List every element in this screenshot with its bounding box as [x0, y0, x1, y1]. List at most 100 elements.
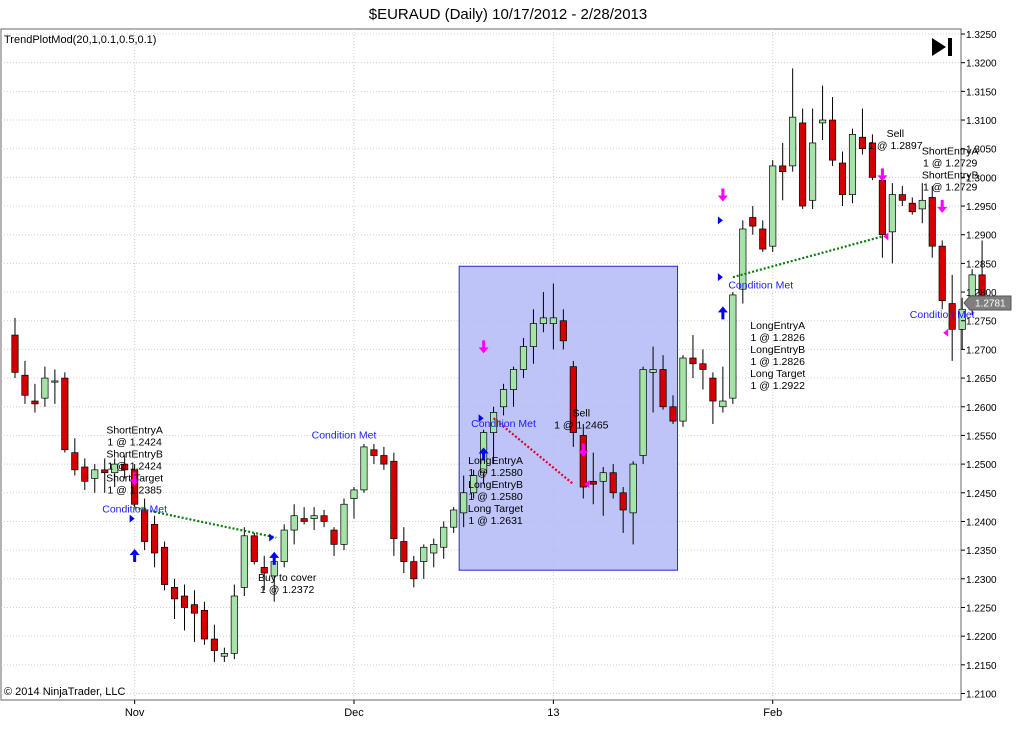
- candle: [121, 455, 129, 479]
- candle: [91, 464, 99, 493]
- candle: [669, 395, 677, 424]
- candle-body-down: [898, 194, 906, 201]
- annotation-line: 1 @ 1.2826: [750, 356, 805, 368]
- trade-annotation: Sell 1 @ 1.2897: [868, 128, 923, 152]
- y-tick-label: 1.3050: [966, 145, 997, 156]
- candle-body-up: [918, 199, 926, 210]
- candle: [200, 601, 208, 645]
- candle: [21, 360, 29, 404]
- entry-marker-icon: [269, 533, 275, 542]
- trade-annotation: Condition Met: [728, 280, 793, 292]
- annotation-line: Buy to cover: [258, 572, 317, 584]
- candle-body-up: [460, 492, 468, 514]
- candle-body-up: [769, 165, 777, 247]
- candle-body-down: [838, 162, 847, 195]
- scroll-to-end-icon[interactable]: [928, 34, 956, 60]
- candle: [360, 444, 368, 493]
- long-signal-arrow-icon: [717, 306, 728, 320]
- candle: [290, 504, 298, 545]
- candle-body-down: [868, 142, 876, 178]
- trade-annotation: ShortEntryA 1 @ 1.2729 ShortEntryB 1 @ 1.27…: [922, 145, 979, 193]
- candle-body-up: [719, 400, 727, 408]
- candle-body-down: [779, 165, 787, 172]
- short-signal-arrow-icon: [478, 340, 489, 354]
- candle: [330, 527, 338, 556]
- candle: [779, 142, 787, 201]
- candle: [848, 128, 857, 204]
- x-axis: Nov Dec 13 Feb: [125, 700, 782, 719]
- candle: [260, 555, 268, 591]
- candle: [838, 151, 847, 207]
- candle-body-down: [320, 515, 328, 522]
- candle-body-down: [948, 303, 956, 330]
- annotation-line: ShortEntryB: [922, 169, 979, 181]
- candle-body-up: [739, 228, 747, 290]
- candle-body-down: [31, 400, 39, 405]
- y-tick-label: 1.2100: [966, 690, 997, 701]
- candle: [789, 68, 797, 172]
- candle: [679, 355, 687, 427]
- trade-annotation: LongEntryA 1 @ 1.2826 LongEntryB 1 @ 1.2826…: [750, 320, 805, 392]
- candle: [719, 366, 727, 413]
- candle: [898, 185, 906, 207]
- candle-body-up: [729, 294, 737, 399]
- candle: [370, 444, 378, 465]
- candle-body-down: [61, 377, 69, 451]
- y-tick-label: 1.2450: [966, 489, 997, 500]
- annotation-line: Condition Met: [910, 309, 975, 321]
- candle: [240, 527, 248, 597]
- candle-body-down: [180, 595, 189, 608]
- y-tick-label: 1.2400: [966, 517, 997, 528]
- annotation-line: 1 @ 1.2729: [923, 181, 978, 193]
- candle-body-up: [539, 317, 547, 324]
- candle: [430, 538, 438, 568]
- candle: [559, 309, 567, 350]
- candle: [629, 461, 637, 545]
- y-tick-label: 1.2250: [966, 603, 997, 614]
- candle: [948, 274, 956, 361]
- annotation-line: 1 @ 1.2897: [868, 140, 923, 152]
- y-tick-label: 1.3250: [966, 30, 997, 41]
- copyright-text: © 2014 NinjaTrader, LLC: [4, 686, 125, 698]
- candle-body-down: [190, 604, 199, 614]
- candle-body-down: [858, 136, 867, 150]
- candle: [589, 452, 597, 505]
- trade-line: [134, 506, 277, 539]
- candle: [659, 355, 667, 410]
- candle-body-up: [340, 503, 348, 545]
- candle: [380, 446, 388, 470]
- candle: [549, 283, 557, 350]
- candle-body-down: [170, 587, 179, 600]
- candle-body-up: [220, 653, 228, 657]
- chart-title: $EURAUD (Daily) 10/17/2012 - 2/28/2013: [369, 6, 647, 23]
- y-tick-label: 1.2500: [966, 460, 997, 471]
- trade-annotation: Condition Met: [910, 309, 975, 321]
- candle-body-down: [799, 122, 807, 207]
- short-signal-arrow-icon: [717, 188, 728, 202]
- y-tick-label: 1.2900: [966, 231, 997, 242]
- candle-body-up: [789, 116, 797, 167]
- candle-body-up: [958, 308, 966, 330]
- candle-body-up: [91, 469, 99, 479]
- candle-body-down: [200, 609, 208, 640]
- candle-body-down: [81, 466, 89, 482]
- candle-body-down: [330, 529, 338, 545]
- exit-marker-icon: [943, 328, 949, 337]
- candle-body-up: [649, 369, 657, 373]
- candle: [499, 383, 508, 416]
- candle-body-down: [589, 480, 597, 485]
- candle: [310, 507, 318, 531]
- short-signal-arrow-icon: [129, 472, 140, 486]
- annotation-line: 1 @ 1.2729: [923, 157, 978, 169]
- candle-body-up: [290, 515, 298, 531]
- candle-body-up: [440, 526, 448, 548]
- candle: [320, 509, 328, 528]
- x-tick-label: Nov: [125, 707, 145, 719]
- candle: [390, 452, 398, 556]
- candle-body-up: [888, 194, 896, 233]
- candle: [609, 464, 617, 499]
- candle-body-down: [400, 541, 408, 562]
- trade-annotation: Condition Met: [102, 503, 167, 515]
- annotation-line: Condition Met: [312, 429, 377, 441]
- candle: [828, 97, 837, 166]
